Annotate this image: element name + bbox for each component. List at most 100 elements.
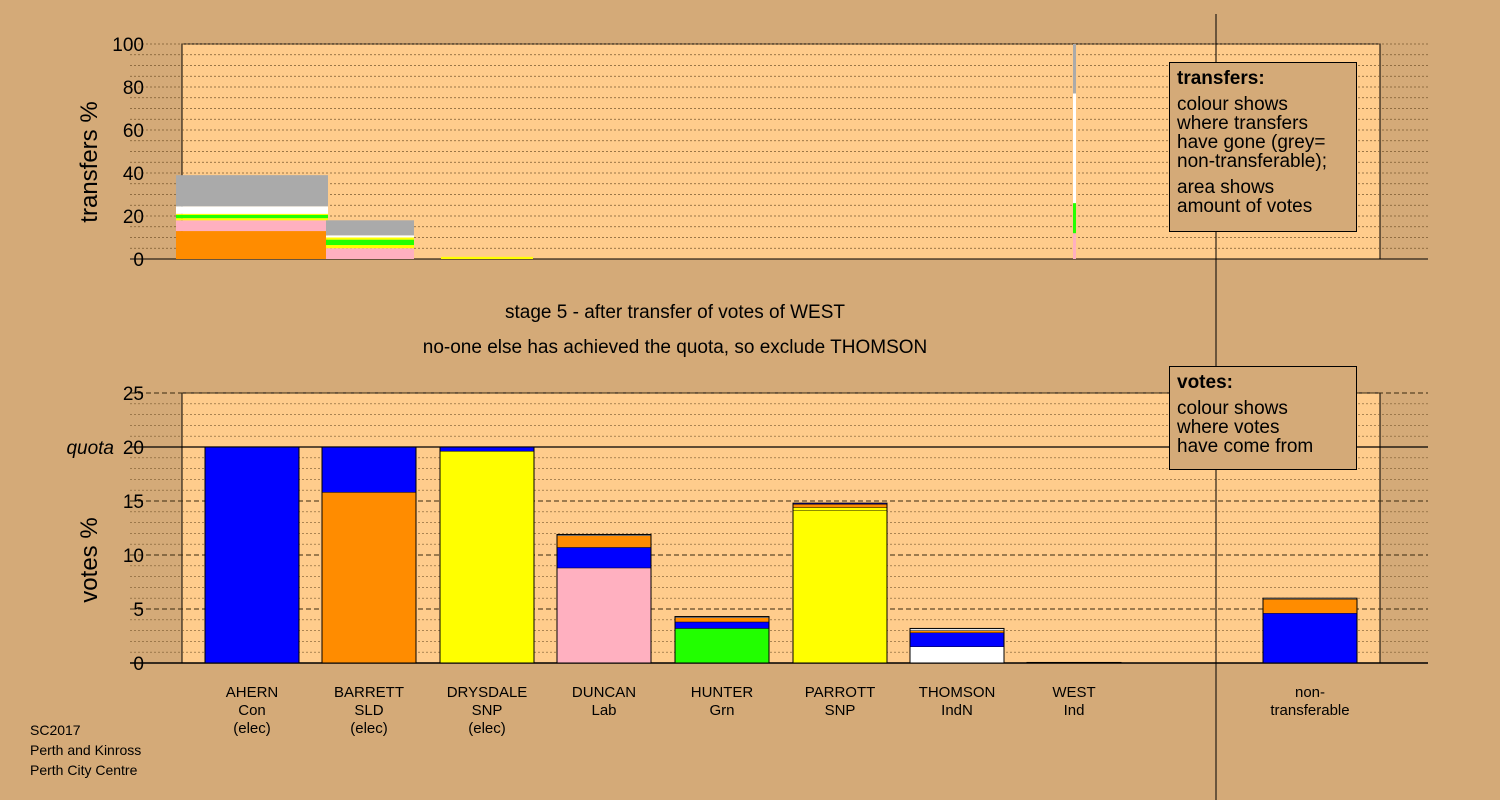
transfers-legend-line: amount of votes [1177,196,1313,217]
candidate-party-label: Ind [1064,702,1085,719]
vote-segment [439,446,535,452]
candidate-status-label: (elec) [468,720,506,737]
transfer-segment [176,213,328,215]
vote-segment [674,617,770,623]
transfer-segment [1073,233,1076,259]
footer-council: Perth and Kinross [30,742,142,758]
candidate-name-label: AHERN [226,684,279,701]
transfers-legend-line: where transfers [1177,113,1308,134]
vote-segment [1262,613,1358,664]
votes-tick-label: 15 [123,492,144,513]
transfer-segment [326,237,414,240]
vote-segment [204,446,300,664]
transfers-legend-title: transfers: [1177,68,1265,89]
votes-legend-title: votes: [1177,372,1233,393]
transfers-tick-label: 100 [112,35,144,56]
candidate-status-label: (elec) [350,720,388,737]
transfer-segment [1073,44,1076,94]
vote-bar-outline [1026,661,1122,664]
vote-segment [909,632,1005,648]
vote-bar-outline [439,446,535,664]
vote-bar-outline [1262,597,1358,664]
transfer-segment [176,175,328,207]
transfer-segment [176,214,328,219]
vote-segment [909,646,1005,664]
candidate-name-label: BARRETT [334,684,404,701]
votes-legend: votes: colour shows where votes have com… [1169,366,1357,470]
vote-bar-outline [321,446,417,664]
votes-tick-label: 5 [133,600,144,621]
candidate-party-label: Con [238,702,266,719]
candidate-name-label: DRYSDALE [447,684,528,701]
transfer-segment [176,206,328,214]
footer: SC2017 Perth and Kinross Perth City Cent… [30,720,141,780]
votes-tick-label: 0 [133,654,144,675]
candidate-party-label: Grn [709,702,734,719]
vote-bar-outline [556,533,652,664]
transfers-legend-line: colour shows [1177,94,1288,115]
transfer-segment [1073,203,1076,234]
vote-segment [556,535,652,548]
candidate-party-label: Lab [591,702,616,719]
transfers-tick-label: 0 [133,250,144,271]
transfers-legend-line: have gone (grey= [1177,132,1326,153]
vote-segment [674,621,770,629]
vote-segment [1262,599,1358,614]
vote-segment [792,504,888,508]
quota-label: quota [66,438,114,459]
vote-segment [321,492,417,664]
votes-legend-line: where votes [1177,417,1280,438]
transfers-legend-line: non-transferable); [1177,151,1327,172]
candidate-party-label: SNP [825,702,856,719]
vote-segment [792,510,888,664]
transfer-segment [441,256,533,259]
transfer-segment [176,220,328,232]
candidate-status-label: (elec) [233,720,271,737]
votes-y-axis-label: votes % [76,517,103,602]
candidate-name-label: HUNTER [691,684,754,701]
candidate-name-label: non- [1295,684,1325,701]
transfers-tick-label: 80 [123,78,144,99]
transfer-segment [326,245,414,249]
footer-ward: Perth City Centre [30,762,138,778]
vote-segment [439,451,535,664]
transfers-tick-label: 60 [123,121,144,142]
vote-segment [909,630,1005,633]
transfer-segment [1073,93,1076,204]
vote-segment [792,507,888,511]
vote-segment [556,547,652,569]
votes-tick-label: 10 [123,546,144,567]
vote-bar-outline [674,616,770,664]
candidate-name-label: DUNCAN [572,684,636,701]
transfer-segment [176,218,328,221]
transfers-legend-line: area shows [1177,177,1275,198]
vote-bar-outline [909,627,1005,664]
candidate-party-label: SNP [472,702,503,719]
transfers-legend: transfers: colour shows where transfers … [1169,62,1357,232]
vote-segment [556,567,652,664]
votes-tick-label: 20 [123,438,144,459]
footer-election: SC2017 [30,722,81,738]
candidate-name-label: WEST [1052,684,1095,701]
votes-legend-line: have come from [1177,436,1314,457]
transfers-tick-label: 40 [123,164,144,185]
candidate-name-label: PARROTT [805,684,876,701]
exclusion-note: no-one else has achieved the quota, so e… [423,337,928,358]
vote-bar-outline [792,502,888,664]
candidate-party-label: SLD [354,702,383,719]
votes-tick-label: 25 [123,384,144,405]
transfer-segment [326,235,414,238]
transfer-segment [326,220,414,236]
candidate-party-label: IndN [941,702,973,719]
transfer-segment [326,248,414,259]
transfer-segment [326,239,414,246]
candidate-name-label: THOMSON [919,684,996,701]
transfers-y-axis-label: transfers % [76,101,103,222]
votes-legend-line: colour shows [1177,398,1288,419]
candidate-party-label: transferable [1270,702,1349,719]
vote-bar-outline [204,446,300,664]
vote-segment [674,628,770,664]
vote-segment [321,446,417,493]
transfers-tick-label: 20 [123,207,144,228]
